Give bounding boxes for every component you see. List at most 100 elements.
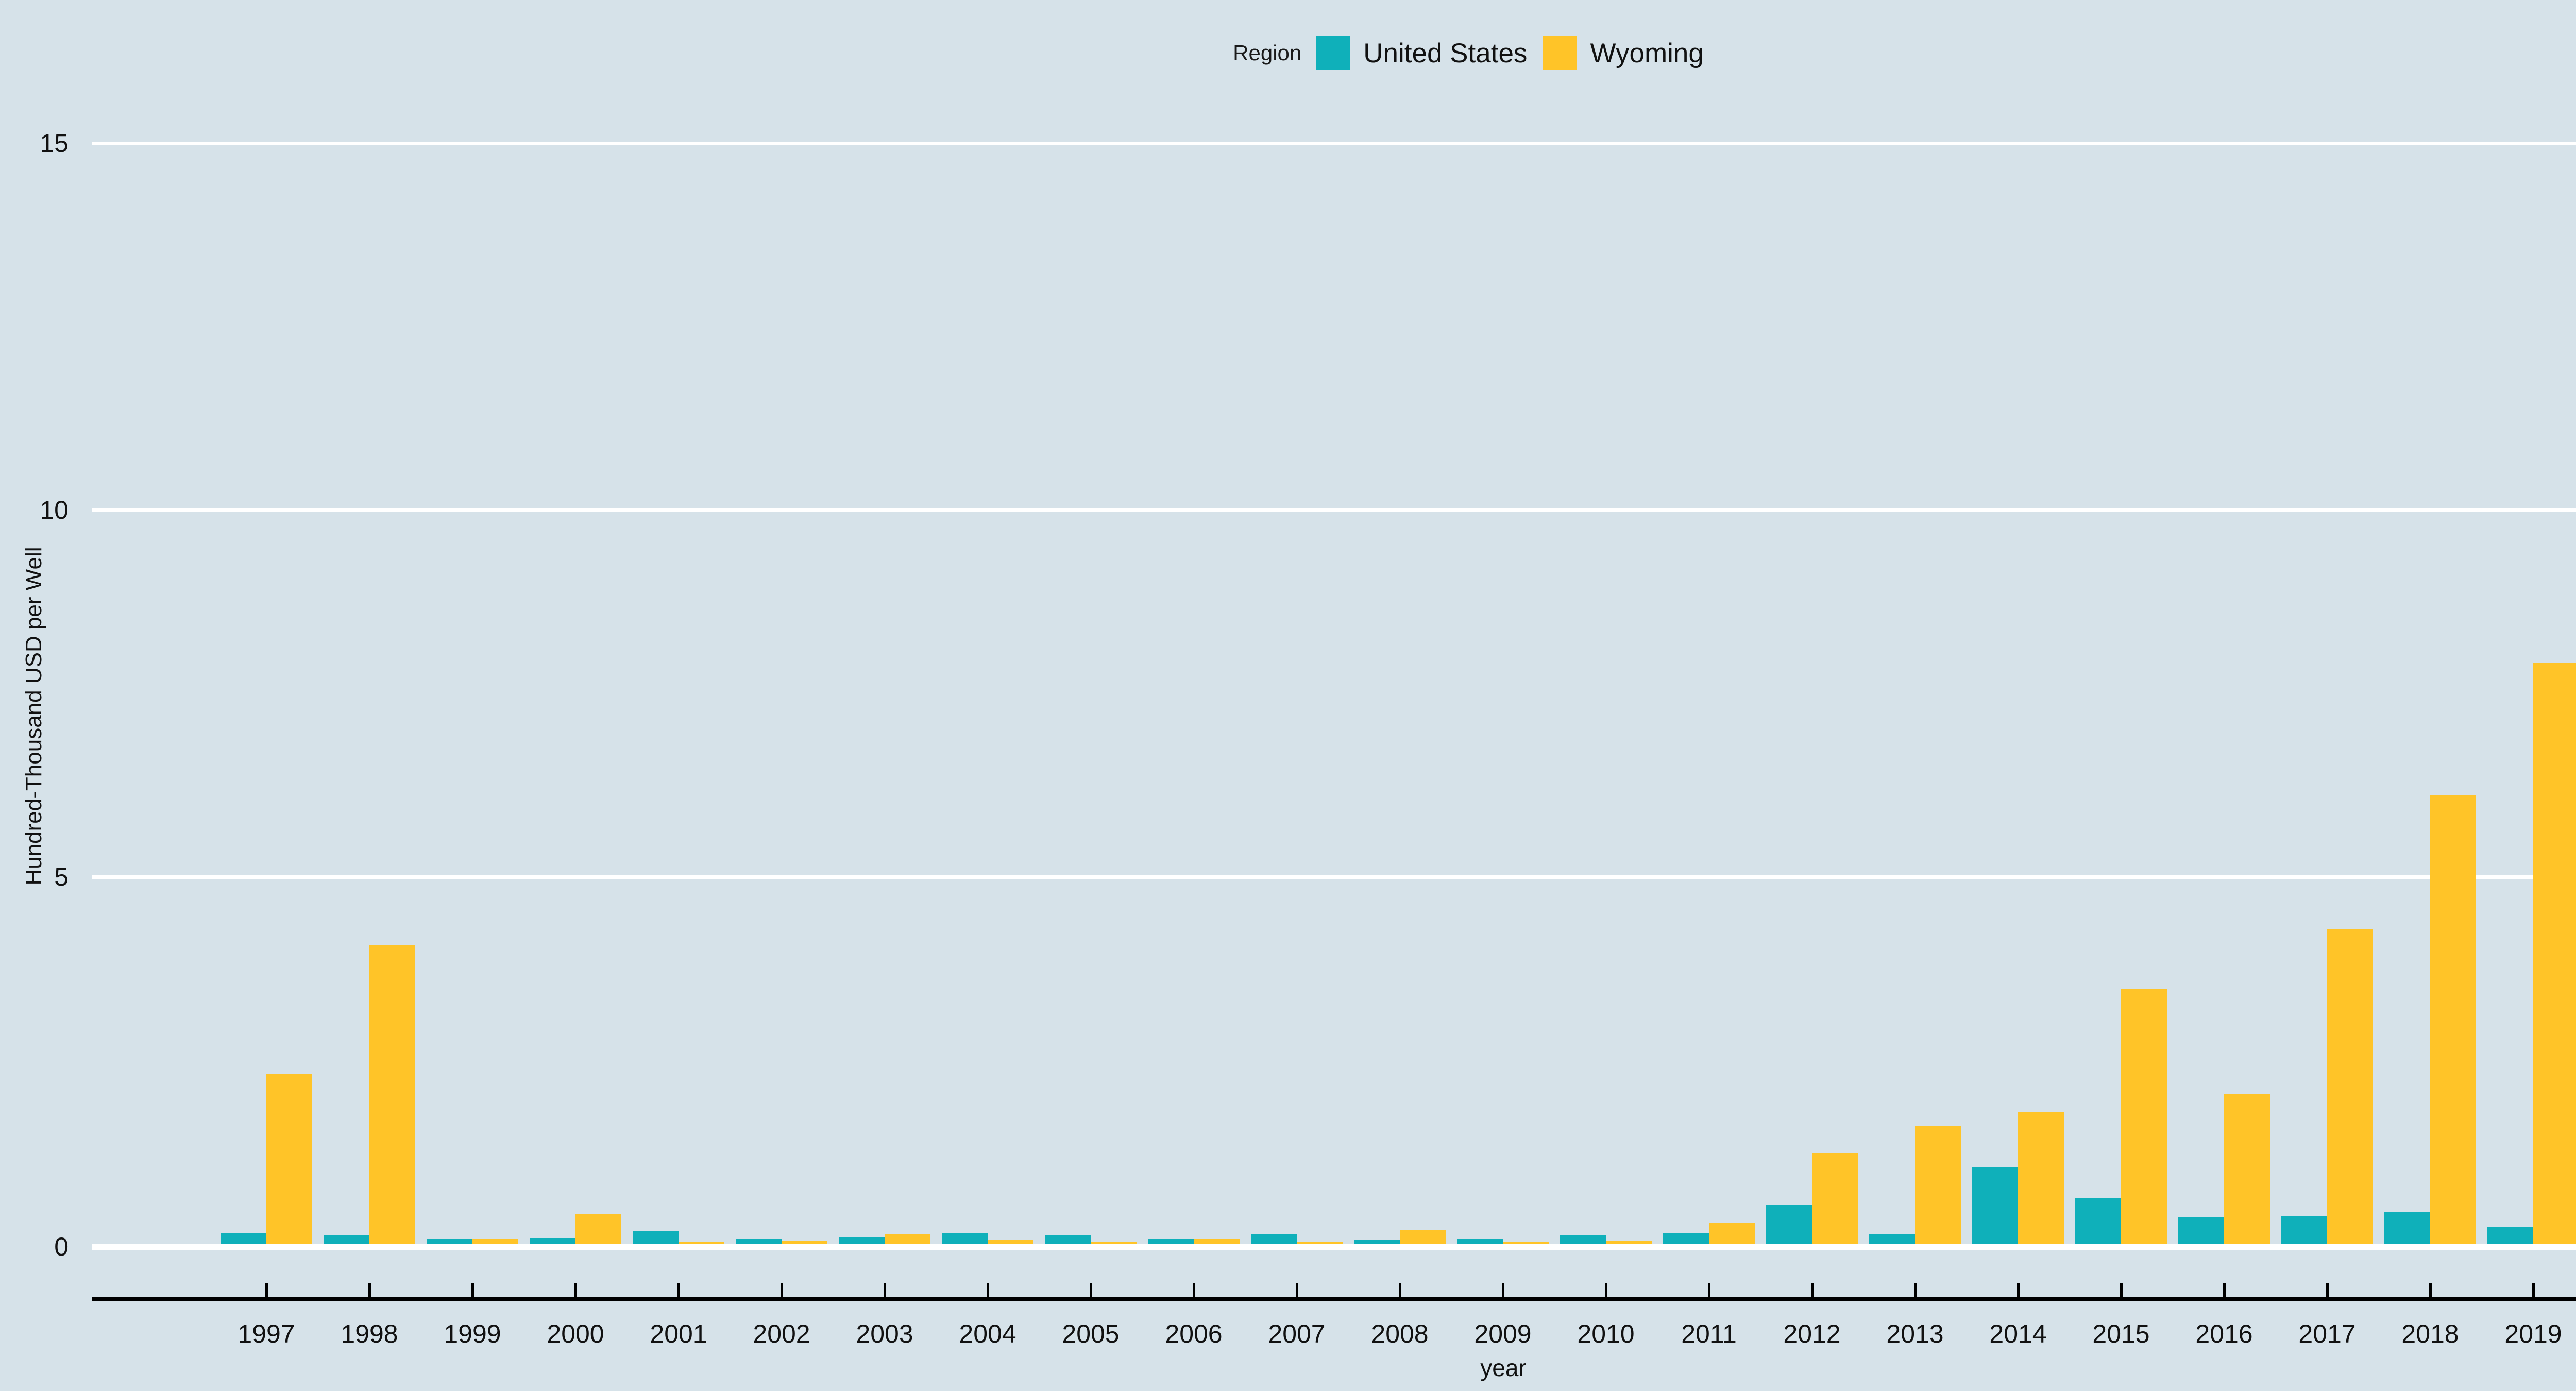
x-tick-1998 — [368, 1283, 371, 1297]
bar-2013-wyoming — [1915, 1126, 1961, 1244]
x-tick-2008 — [1399, 1283, 1401, 1297]
bar-2015-united-states — [2075, 1198, 2121, 1244]
x-tick-label-1997: 1997 — [238, 1319, 295, 1348]
bar-2012-wyoming — [1812, 1153, 1858, 1244]
y-tick-label-0: 0 — [54, 1232, 69, 1261]
bar-2008-wyoming — [1400, 1230, 1446, 1244]
x-tick-label-2006: 2006 — [1165, 1319, 1223, 1348]
x-tick-2010 — [1605, 1283, 1607, 1297]
bar-2017-united-states — [2281, 1216, 2327, 1244]
bar-2006-united-states — [1148, 1239, 1194, 1244]
x-tick-label-2004: 2004 — [959, 1319, 1016, 1348]
bar-2019-wyoming — [2533, 663, 2576, 1244]
x-tick-label-2007: 2007 — [1268, 1319, 1326, 1348]
bar-2011-wyoming — [1709, 1223, 1755, 1244]
bar-2018-wyoming — [2430, 795, 2476, 1244]
x-tick-2001 — [677, 1283, 680, 1297]
bar-2001-wyoming — [679, 1242, 724, 1244]
bar-2004-wyoming — [988, 1240, 1033, 1244]
x-tick-2012 — [1811, 1283, 1814, 1297]
bar-2005-wyoming — [1091, 1242, 1137, 1244]
x-tick-label-2012: 2012 — [1783, 1319, 1841, 1348]
x-tick-label-2017: 2017 — [2298, 1319, 2356, 1348]
x-tick-2011 — [1708, 1283, 1710, 1297]
x-tick-label-1999: 1999 — [444, 1319, 501, 1348]
x-tick-2002 — [781, 1283, 783, 1297]
bar-1997-wyoming — [266, 1074, 312, 1244]
legend-label-united-states: United States — [1363, 38, 1528, 69]
gridline-y-0 — [92, 1244, 2576, 1250]
bar-2009-wyoming — [1503, 1242, 1549, 1244]
x-tick-label-2003: 2003 — [856, 1319, 913, 1348]
legend-title: Region — [1233, 41, 1302, 65]
bar-2010-united-states — [1560, 1235, 1606, 1244]
x-tick-2019 — [2532, 1283, 2535, 1297]
bar-2014-united-states — [1972, 1167, 2018, 1244]
bar-2005-united-states — [1045, 1235, 1091, 1244]
x-tick-2000 — [574, 1283, 577, 1297]
gridline-y-5 — [92, 875, 2576, 879]
x-tick-label-2011: 2011 — [1681, 1319, 1737, 1348]
x-axis-line — [92, 1297, 2576, 1301]
bar-2001-united-states — [633, 1231, 679, 1244]
x-tick-label-2010: 2010 — [1577, 1319, 1635, 1348]
bar-2002-wyoming — [782, 1241, 827, 1244]
y-tick-label-10: 10 — [40, 496, 69, 524]
bar-2000-united-states — [530, 1238, 575, 1244]
bar-2013-united-states — [1869, 1234, 1915, 1244]
x-tick-2007 — [1296, 1283, 1298, 1297]
x-tick-2013 — [1914, 1283, 1917, 1297]
x-tick-label-1998: 1998 — [341, 1319, 398, 1348]
x-tick-label-2015: 2015 — [2092, 1319, 2150, 1348]
x-tick-label-2019: 2019 — [2504, 1319, 2562, 1348]
bar-2006-wyoming — [1194, 1239, 1240, 1244]
x-tick-label-2009: 2009 — [1474, 1319, 1532, 1348]
x-tick-2009 — [1502, 1283, 1504, 1297]
bar-2015-wyoming — [2121, 989, 2167, 1244]
x-tick-label-2016: 2016 — [2195, 1319, 2253, 1348]
x-tick-2014 — [2017, 1283, 2020, 1297]
bar-2003-united-states — [839, 1237, 885, 1244]
gridline-y-10 — [92, 508, 2576, 512]
bar-1998-united-states — [324, 1235, 369, 1244]
x-axis-title: year — [1480, 1354, 1527, 1381]
bar-2014-wyoming — [2018, 1112, 2064, 1244]
x-tick-2016 — [2223, 1283, 2226, 1297]
bar-2008-united-states — [1354, 1240, 1400, 1244]
bar-2011-united-states — [1663, 1233, 1709, 1244]
x-tick-label-2001: 2001 — [650, 1319, 707, 1348]
bar-2009-united-states — [1457, 1239, 1503, 1244]
bar-2000-wyoming — [575, 1214, 621, 1244]
y-tick-label-5: 5 — [54, 862, 69, 891]
legend-swatch-united-states — [1316, 36, 1350, 70]
bar-2007-united-states — [1251, 1234, 1297, 1244]
bar-1999-united-states — [427, 1239, 472, 1244]
bar-2004-united-states — [942, 1233, 988, 1244]
x-tick-2005 — [1090, 1283, 1092, 1297]
bar-1999-wyoming — [472, 1239, 518, 1244]
bar-2012-united-states — [1766, 1205, 1812, 1244]
bar-2019-united-states — [2487, 1227, 2533, 1244]
legend-swatch-wyoming — [1543, 36, 1577, 70]
x-tick-label-2013: 2013 — [1886, 1319, 1944, 1348]
x-tick-1999 — [471, 1283, 474, 1297]
gridline-y-15 — [92, 141, 2576, 145]
bar-2007-wyoming — [1297, 1242, 1343, 1244]
x-tick-label-2005: 2005 — [1062, 1319, 1120, 1348]
x-tick-label-2008: 2008 — [1371, 1319, 1429, 1348]
x-tick-2006 — [1193, 1283, 1195, 1297]
bar-1998-wyoming — [369, 945, 415, 1244]
bar-2016-wyoming — [2224, 1094, 2270, 1244]
x-tick-label-2000: 2000 — [547, 1319, 604, 1348]
bar-2016-united-states — [2178, 1217, 2224, 1244]
x-tick-2015 — [2120, 1283, 2123, 1297]
legend-label-wyoming: Wyoming — [1590, 38, 1704, 69]
y-tick-label-15: 15 — [40, 129, 69, 158]
y-axis-title: Hundred-Thousand USD per Well — [21, 547, 46, 886]
bar-2018-united-states — [2384, 1212, 2430, 1244]
legend: Region United States Wyoming — [0, 36, 2576, 70]
bar-2002-united-states — [736, 1239, 782, 1244]
x-tick-1997 — [265, 1283, 268, 1297]
x-tick-2003 — [884, 1283, 886, 1297]
x-tick-2004 — [987, 1283, 989, 1297]
